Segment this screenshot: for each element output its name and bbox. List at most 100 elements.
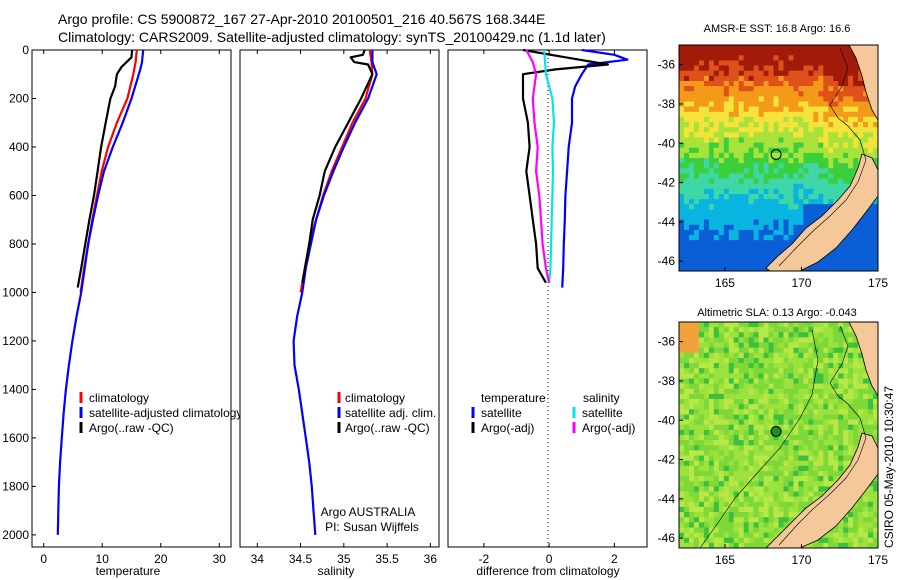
map-cell	[753, 373, 760, 380]
map-cell	[708, 45, 715, 51]
map-cell	[763, 219, 770, 226]
map-cell	[843, 173, 849, 180]
map-cell	[698, 260, 705, 267]
map-cell	[853, 158, 859, 164]
map-cell	[828, 168, 834, 174]
map-cell	[808, 101, 814, 108]
map-cell	[689, 127, 695, 133]
map-cell	[718, 219, 725, 226]
sla-map-frame	[678, 321, 879, 549]
map-cell	[684, 111, 690, 118]
map-cell	[728, 440, 735, 446]
map-cell	[848, 435, 854, 441]
map-cell	[684, 260, 690, 267]
map-cell	[838, 142, 844, 149]
map-cell	[713, 45, 720, 51]
map-cell	[684, 142, 690, 149]
map-cell	[679, 194, 685, 200]
map-cell	[818, 404, 824, 410]
map-cell	[733, 471, 740, 477]
map-cell	[713, 111, 720, 118]
map-cell	[733, 506, 740, 513]
map-cell	[848, 532, 854, 539]
map-cell	[718, 373, 725, 380]
map-cell	[738, 491, 745, 498]
map-cell	[758, 435, 765, 441]
map-cell	[748, 75, 755, 82]
map-cell	[718, 517, 725, 523]
map-cell	[733, 75, 740, 82]
map-cell	[778, 460, 785, 467]
difference-legend: temperature salinity satellite Argo(-adj…	[471, 391, 635, 435]
map-cell	[813, 55, 819, 61]
map-cell	[833, 132, 839, 138]
map-cell	[798, 429, 804, 436]
map-cell	[733, 50, 740, 56]
map-cell	[703, 342, 710, 349]
map-cell	[738, 255, 745, 262]
map-cell	[703, 429, 710, 436]
map-cell	[863, 132, 869, 138]
map-cell	[858, 368, 864, 374]
map-cell	[723, 337, 730, 344]
map-cell	[763, 363, 770, 369]
map-cell	[748, 178, 755, 185]
map-cell	[698, 250, 705, 257]
map-cell	[783, 327, 790, 333]
map-cell	[768, 378, 775, 385]
map-cell	[808, 188, 814, 195]
map-cell	[793, 209, 799, 216]
map-cell	[818, 199, 824, 205]
map-cell	[718, 96, 725, 103]
map-x-tick-label: 165	[715, 276, 735, 290]
map-cell	[848, 65, 854, 72]
map-cell	[753, 240, 760, 246]
map-cell	[738, 229, 745, 236]
map-cell	[868, 542, 874, 548]
map-cell	[748, 96, 755, 103]
map-cell	[763, 496, 770, 503]
map-cell	[773, 527, 780, 534]
sst-map-panel: AMSR-E SST: 16.8 Argo: 16.6 165 170 175 -3…	[658, 23, 889, 290]
sla-bathymetry-contour	[778, 325, 867, 546]
map-cell	[748, 450, 755, 457]
map-cell	[818, 163, 824, 169]
map-cell	[728, 347, 735, 354]
map-cell	[818, 147, 824, 154]
temperature-curves	[56, 49, 145, 535]
map-cell	[684, 65, 690, 72]
map-cell	[843, 327, 849, 333]
map-cell	[698, 388, 705, 395]
map-cell	[773, 70, 780, 77]
map-cell	[868, 224, 874, 231]
map-cell	[743, 70, 750, 77]
map-cell	[803, 55, 809, 61]
map-cell	[689, 116, 695, 123]
map-cell	[718, 132, 725, 138]
map-cell	[758, 116, 765, 123]
map-cell	[783, 440, 790, 446]
map-cell	[863, 255, 869, 262]
map-cell	[743, 352, 750, 359]
map-cell	[763, 188, 770, 195]
map-cell	[728, 363, 735, 369]
map-cell	[853, 96, 859, 103]
map-cell	[873, 537, 878, 544]
map-cell	[853, 229, 859, 236]
map-cell	[873, 250, 878, 257]
map-cell	[718, 86, 725, 92]
map-cell	[873, 204, 878, 210]
map-cell	[803, 116, 809, 123]
map-cell	[748, 358, 755, 364]
y-tick-label: 1800	[2, 479, 29, 493]
map-cell	[753, 476, 760, 482]
map-cell	[738, 70, 745, 77]
map-cell	[803, 194, 809, 200]
map-cell	[793, 132, 799, 138]
map-cell	[818, 368, 824, 374]
map-cell	[798, 55, 804, 61]
map-cell	[848, 50, 854, 56]
map-cell	[693, 65, 700, 72]
map-cell	[723, 322, 730, 328]
map-cell	[768, 168, 775, 174]
